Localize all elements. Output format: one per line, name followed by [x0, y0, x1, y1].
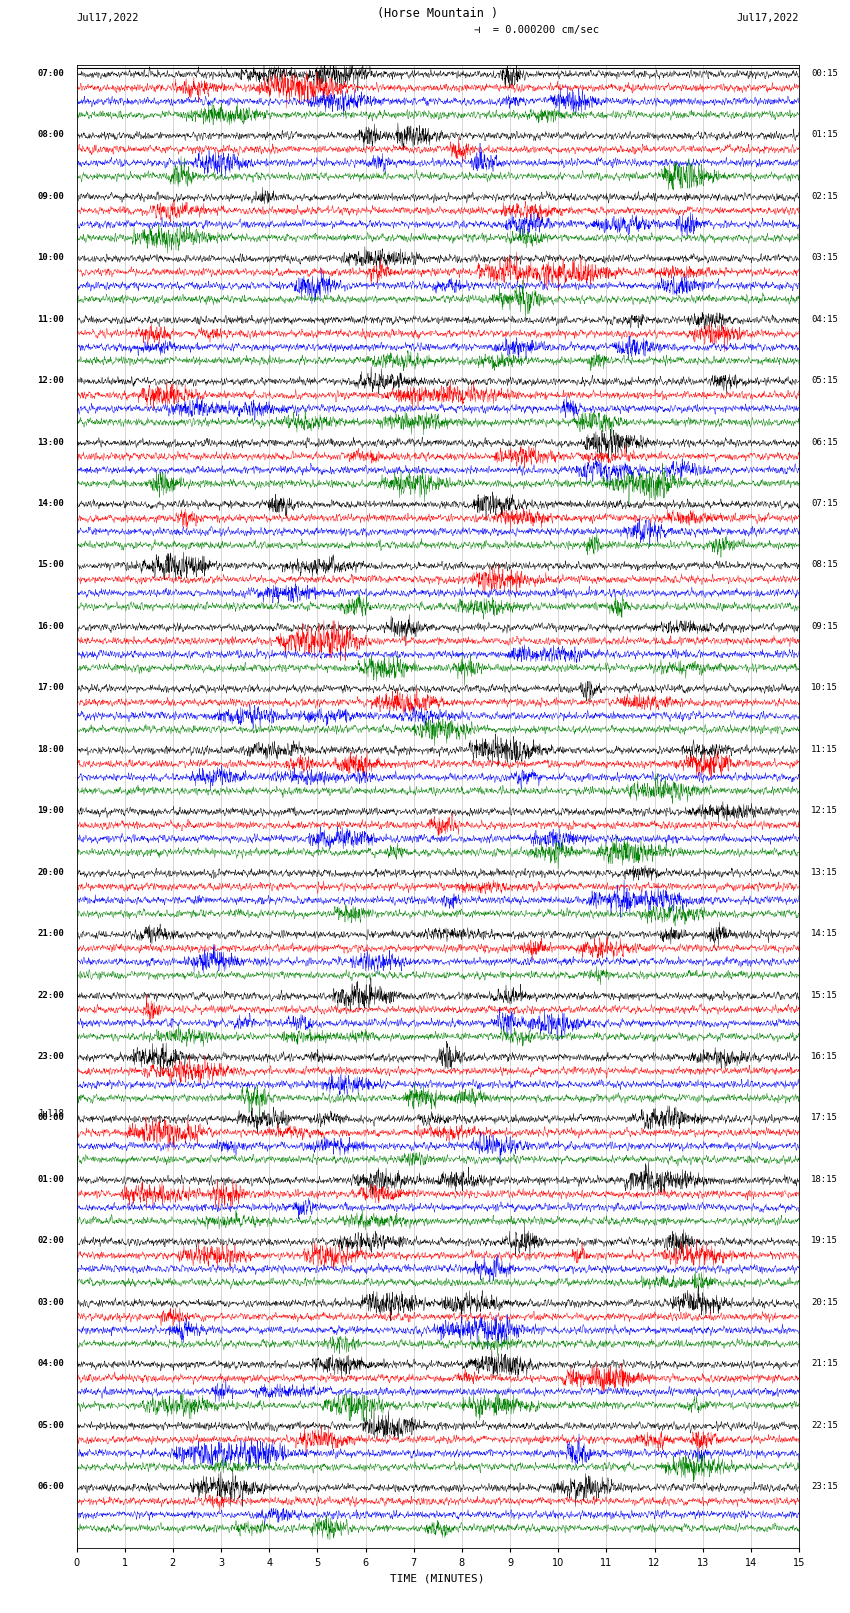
Text: 01:15: 01:15: [811, 131, 838, 139]
Text: 12:00: 12:00: [37, 376, 65, 386]
Text: 12:15: 12:15: [811, 806, 838, 815]
Text: 14:15: 14:15: [811, 929, 838, 939]
Text: 15:15: 15:15: [811, 990, 838, 1000]
Text: 14:00: 14:00: [37, 498, 65, 508]
Text: 11:15: 11:15: [811, 745, 838, 753]
Text: 05:00: 05:00: [37, 1421, 65, 1429]
Text: 08:00: 08:00: [37, 131, 65, 139]
Text: 01:00: 01:00: [37, 1174, 65, 1184]
Text: 02:00: 02:00: [37, 1236, 65, 1245]
Text: 17:15: 17:15: [811, 1113, 838, 1123]
Text: 10:00: 10:00: [37, 253, 65, 263]
Text: 13:00: 13:00: [37, 437, 65, 447]
Text: 06:00: 06:00: [37, 1482, 65, 1490]
Text: 16:15: 16:15: [811, 1052, 838, 1061]
Text: Jul18: Jul18: [37, 1110, 65, 1118]
Text: 20:00: 20:00: [37, 868, 65, 876]
Text: 18:15: 18:15: [811, 1174, 838, 1184]
Text: (Horse Mountain ): (Horse Mountain ): [377, 6, 498, 19]
Text: 03:15: 03:15: [811, 253, 838, 263]
Text: 04:00: 04:00: [37, 1360, 65, 1368]
Text: Jul17,2022: Jul17,2022: [76, 13, 139, 23]
Text: 09:00: 09:00: [37, 192, 65, 200]
Text: 13:15: 13:15: [811, 868, 838, 876]
Text: 04:15: 04:15: [811, 315, 838, 324]
Text: 18:00: 18:00: [37, 745, 65, 753]
Text: Jul17,2022: Jul17,2022: [736, 13, 799, 23]
Text: 19:00: 19:00: [37, 806, 65, 815]
Text: 15:00: 15:00: [37, 560, 65, 569]
Text: 21:00: 21:00: [37, 929, 65, 939]
Text: ⊣  = 0.000200 cm/sec: ⊣ = 0.000200 cm/sec: [474, 24, 599, 35]
Text: 23:15: 23:15: [811, 1482, 838, 1490]
Text: 21:15: 21:15: [811, 1360, 838, 1368]
Text: 17:00: 17:00: [37, 684, 65, 692]
Text: 06:15: 06:15: [811, 437, 838, 447]
Text: 02:15: 02:15: [811, 192, 838, 200]
Text: 05:15: 05:15: [811, 376, 838, 386]
Text: 10:15: 10:15: [811, 684, 838, 692]
X-axis label: TIME (MINUTES): TIME (MINUTES): [390, 1573, 485, 1582]
Text: 22:15: 22:15: [811, 1421, 838, 1429]
Text: 00:15: 00:15: [811, 69, 838, 77]
Text: 07:00: 07:00: [37, 69, 65, 77]
Text: 16:00: 16:00: [37, 623, 65, 631]
Text: 11:00: 11:00: [37, 315, 65, 324]
Text: 08:15: 08:15: [811, 560, 838, 569]
Text: 23:00: 23:00: [37, 1052, 65, 1061]
Text: 20:15: 20:15: [811, 1298, 838, 1307]
Text: 22:00: 22:00: [37, 990, 65, 1000]
Text: 00:00: 00:00: [37, 1113, 65, 1123]
Text: 07:15: 07:15: [811, 498, 838, 508]
Text: 03:00: 03:00: [37, 1298, 65, 1307]
Text: 09:15: 09:15: [811, 623, 838, 631]
Text: 19:15: 19:15: [811, 1236, 838, 1245]
